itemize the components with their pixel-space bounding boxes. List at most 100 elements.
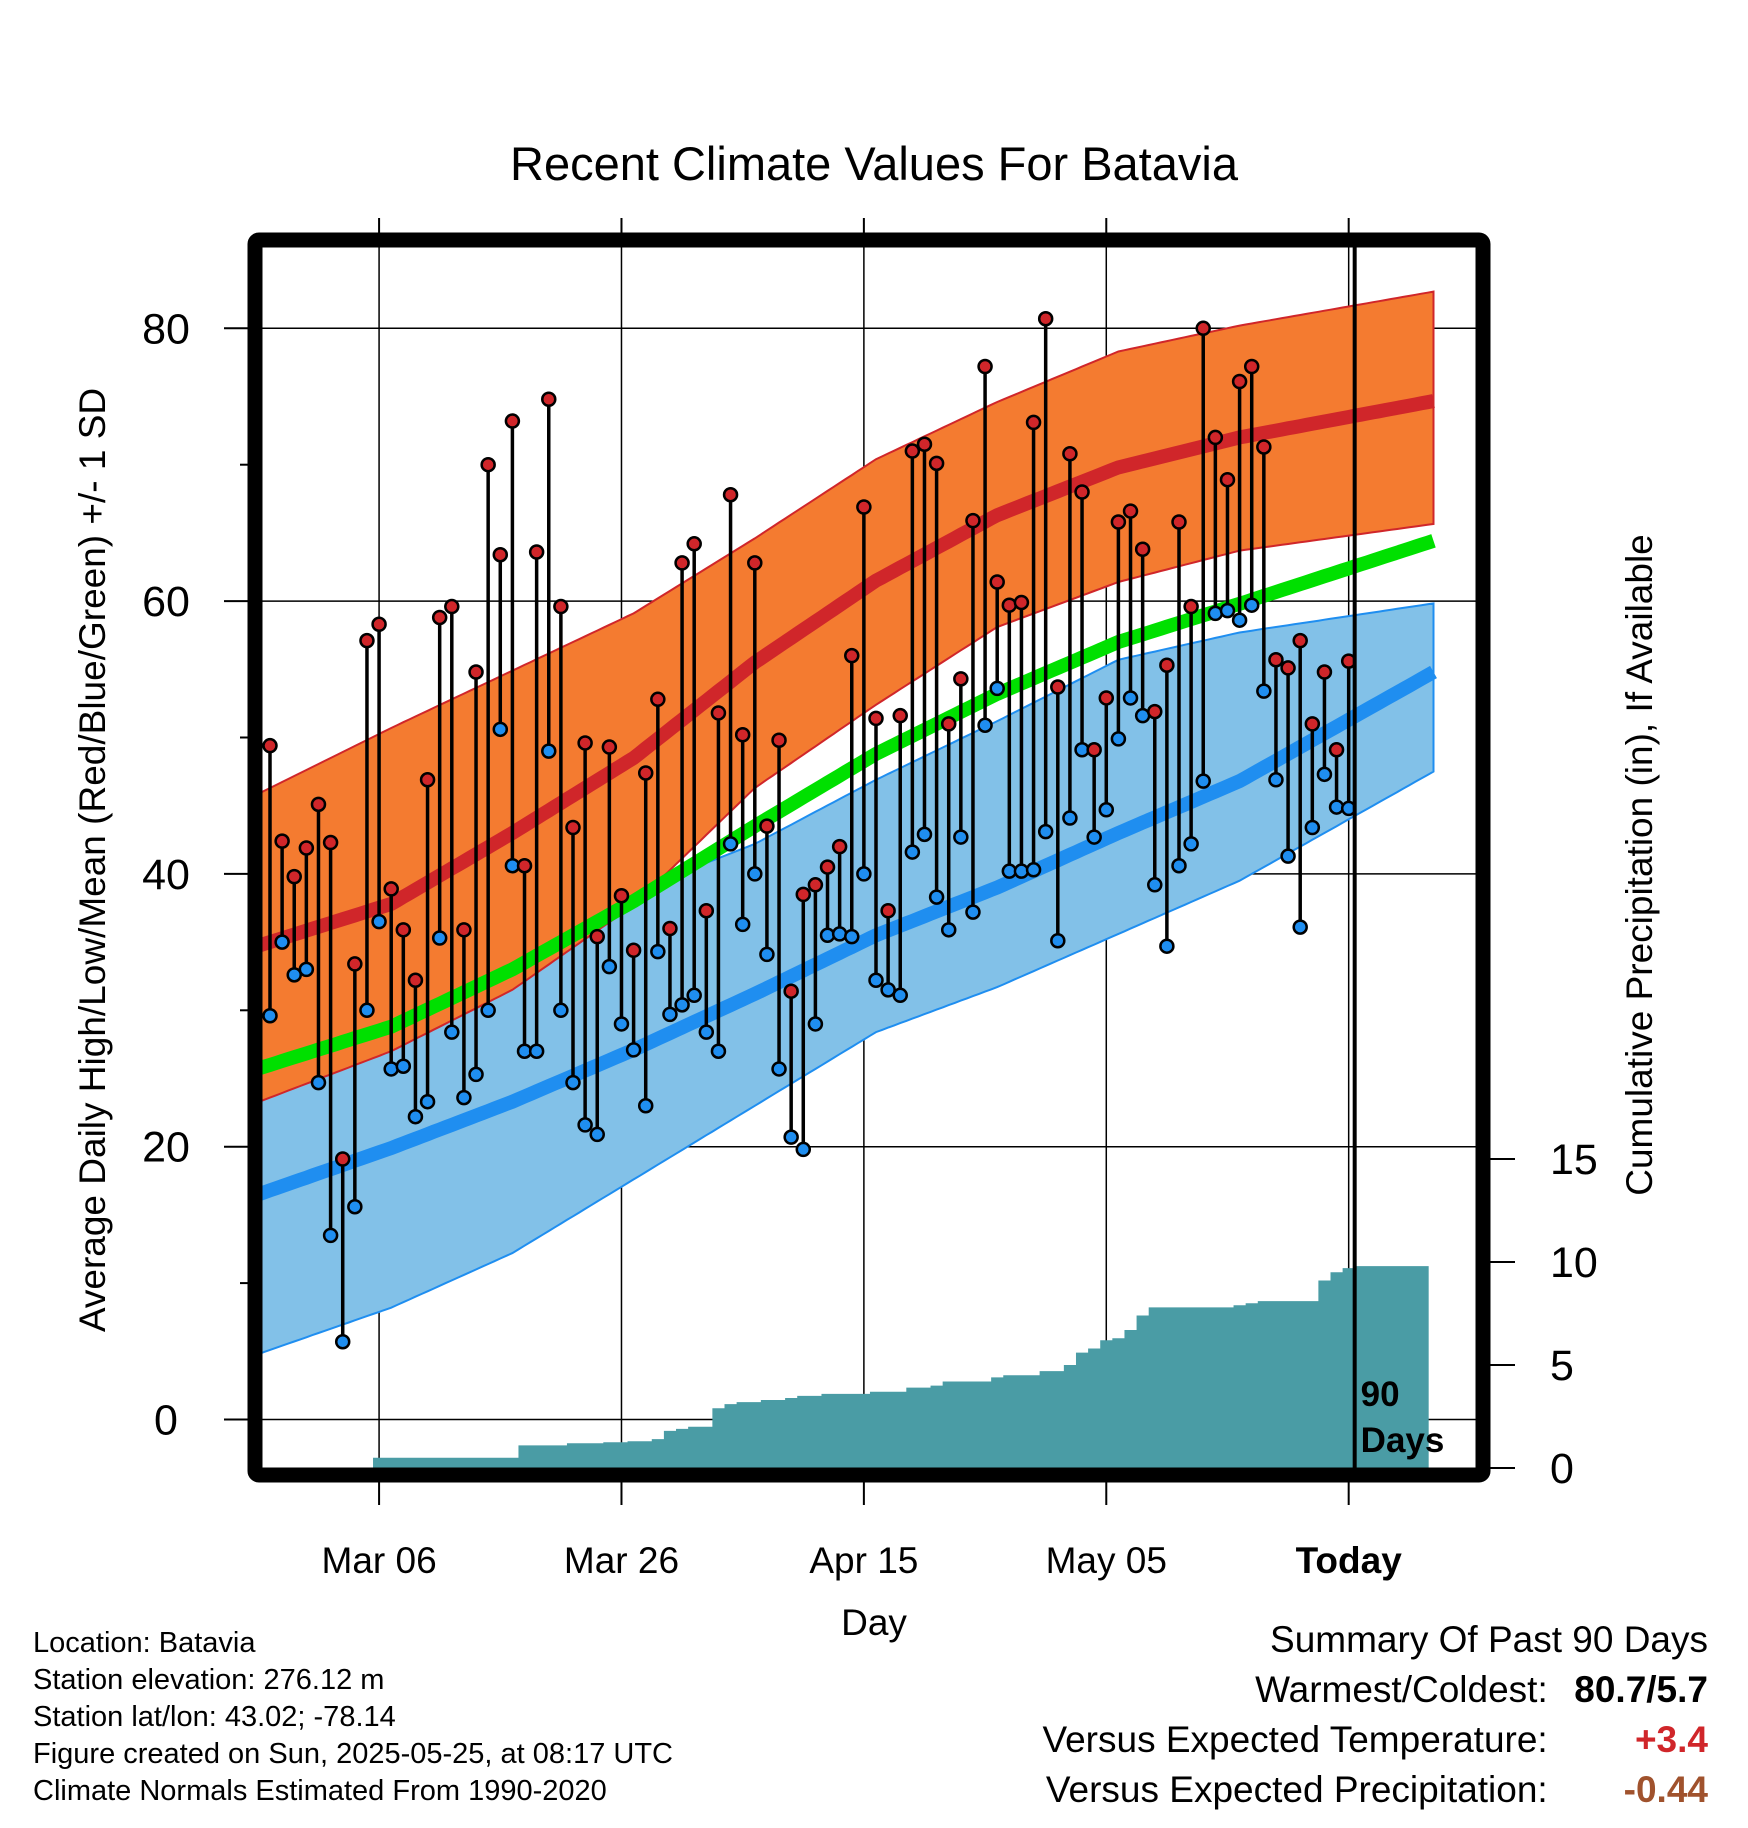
high-point xyxy=(1231,373,1248,390)
low-point xyxy=(601,958,618,975)
low-point xyxy=(528,1043,545,1059)
low-point xyxy=(1037,823,1054,840)
chart-title: Recent Climate Values For Batavia xyxy=(510,137,1239,190)
high-point xyxy=(492,546,509,563)
low-point xyxy=(1316,766,1333,783)
high-point xyxy=(262,737,278,754)
low-point xyxy=(613,1016,630,1032)
low-point xyxy=(759,946,775,963)
high-point xyxy=(1292,632,1308,649)
high-point xyxy=(819,859,836,875)
high-point xyxy=(674,555,690,571)
high-point xyxy=(419,772,436,788)
high-point xyxy=(831,838,848,855)
high-point xyxy=(577,735,593,751)
high-point xyxy=(747,555,763,571)
high-point xyxy=(1134,541,1151,558)
high-point xyxy=(650,691,666,708)
high-point xyxy=(1304,716,1321,732)
low-point xyxy=(892,987,908,1004)
high-point xyxy=(965,512,981,529)
high-point xyxy=(1086,742,1102,758)
high-point xyxy=(371,616,387,633)
high-point xyxy=(734,727,751,743)
low-point xyxy=(734,916,751,933)
y-tick-label: 40 xyxy=(142,851,190,899)
low-point xyxy=(722,836,739,852)
station-info: Location: Batavia Station elevation: 276… xyxy=(33,1625,673,1810)
high-point xyxy=(286,868,302,885)
low-normal-line xyxy=(262,665,1437,1201)
high-point xyxy=(1050,679,1066,695)
low-point xyxy=(577,1117,593,1133)
low-point xyxy=(1147,877,1163,893)
low-point xyxy=(989,680,1005,697)
low-point xyxy=(1025,862,1042,878)
high-point xyxy=(710,705,727,721)
high-point xyxy=(1025,414,1042,431)
low-point xyxy=(1183,836,1199,852)
high-point xyxy=(1316,664,1333,680)
high-point xyxy=(1280,660,1296,676)
low-point xyxy=(1268,772,1284,788)
low-point xyxy=(589,1126,605,1143)
x-tick-label: Apr 15 xyxy=(809,1540,918,1581)
high-point xyxy=(1328,742,1345,758)
high-point xyxy=(1098,690,1115,706)
low-point xyxy=(650,943,666,960)
low-point xyxy=(456,1089,472,1106)
low-point xyxy=(880,982,896,998)
high-point xyxy=(1243,358,1260,375)
x-tick-label: Mar 06 xyxy=(322,1540,437,1581)
high-point xyxy=(310,796,327,813)
high-point xyxy=(722,486,739,503)
high-point xyxy=(868,710,884,727)
today-marker-days-count: 90 xyxy=(1361,1375,1400,1414)
high-point xyxy=(904,443,921,459)
high-point xyxy=(565,819,581,836)
high-point xyxy=(1001,597,1018,613)
low-point xyxy=(698,1024,715,1040)
high-point xyxy=(589,928,605,945)
low-point xyxy=(298,961,315,978)
created-text: Figure created on Sun, 2025-05-25, at 08… xyxy=(33,1738,673,1770)
high-point xyxy=(395,922,412,938)
low-point xyxy=(1050,932,1066,949)
low-point xyxy=(1086,829,1102,845)
low-point xyxy=(637,1098,654,1114)
low-point xyxy=(1243,597,1260,613)
high-point xyxy=(662,920,678,937)
high-point xyxy=(613,887,630,904)
summary-heading: Summary Of Past 90 Days xyxy=(1270,1619,1708,1660)
warm-cold-row: Warmest/Coldest: 80.7/5.7 xyxy=(908,1665,1708,1715)
low-point xyxy=(492,721,509,738)
high-point xyxy=(783,983,799,999)
x-axis-label: Day xyxy=(841,1602,907,1643)
high-normal-line xyxy=(262,394,1435,952)
low-point xyxy=(953,829,969,845)
low-point xyxy=(831,926,848,942)
low-point xyxy=(310,1074,327,1091)
y2-tick-label: 10 xyxy=(1550,1239,1598,1287)
y2-tick-label: 5 xyxy=(1550,1342,1574,1390)
high-point xyxy=(480,456,496,473)
high-point xyxy=(504,413,521,429)
precip-anomaly-label: Versus Expected Precipitation: xyxy=(1045,1769,1548,1810)
high-point xyxy=(1268,652,1284,668)
high-point xyxy=(953,671,969,687)
high-point xyxy=(1037,311,1054,327)
high-point xyxy=(359,632,375,649)
low-point xyxy=(783,1129,799,1145)
precip-area xyxy=(263,1266,1429,1468)
low-point xyxy=(940,922,957,938)
low-point xyxy=(553,1002,569,1019)
low-point xyxy=(674,997,690,1013)
high-point xyxy=(940,716,957,732)
low-point xyxy=(322,1227,339,1244)
high-point xyxy=(1110,514,1127,530)
low-point xyxy=(565,1074,581,1091)
high-point xyxy=(444,598,460,615)
high-point xyxy=(541,391,557,407)
high-point xyxy=(807,877,824,893)
